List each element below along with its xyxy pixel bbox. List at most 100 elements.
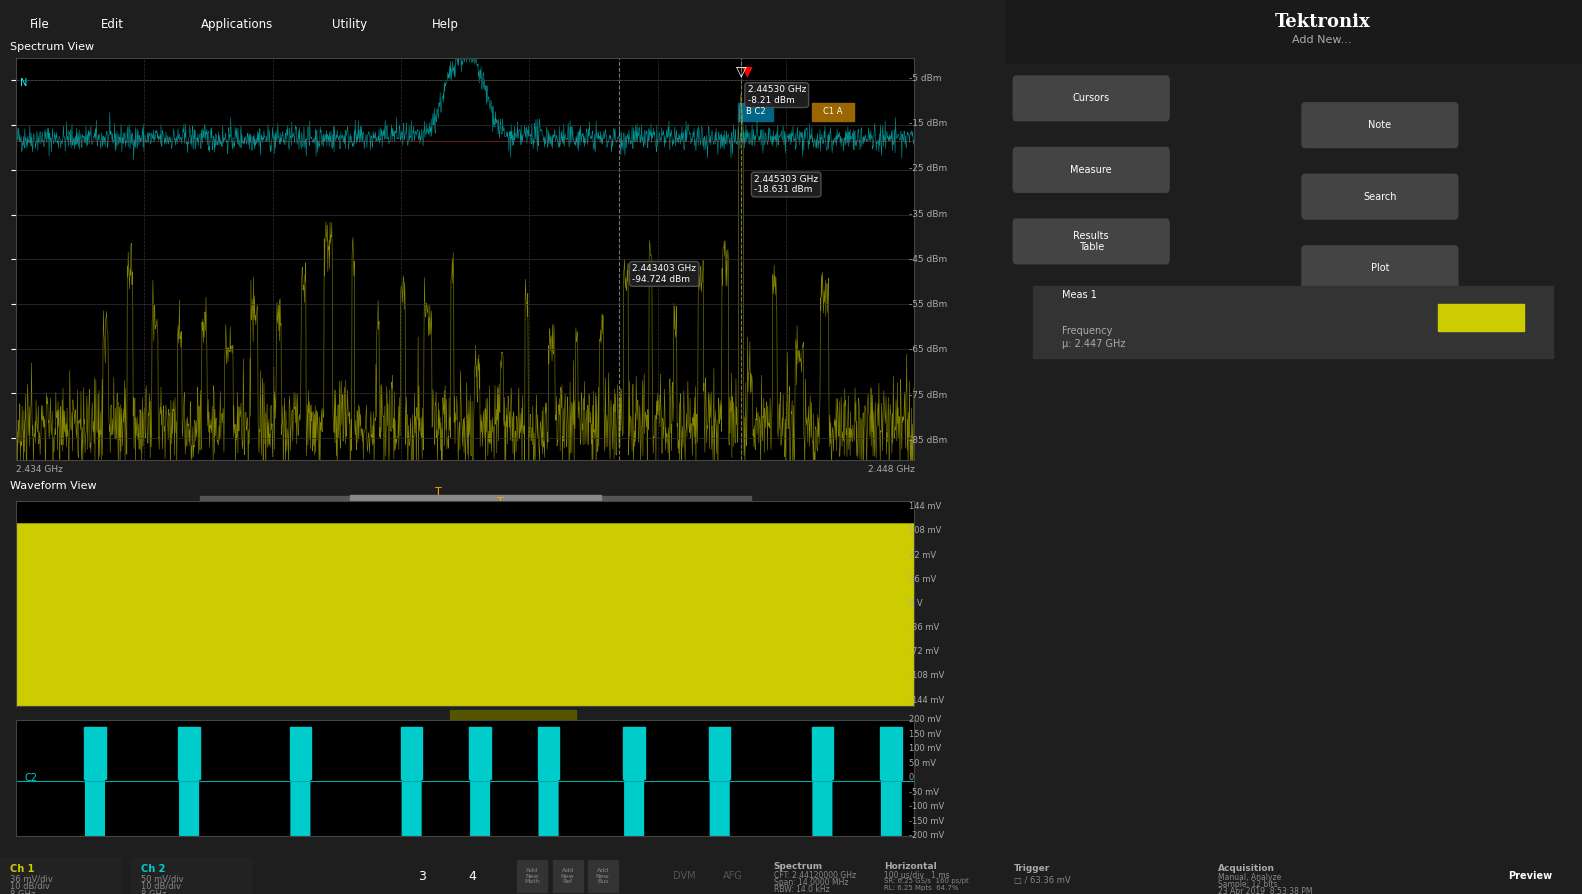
Text: 100 mV: 100 mV (910, 744, 941, 754)
Text: Spectrum View: Spectrum View (9, 42, 95, 52)
Text: 200 μs: 200 μs (785, 720, 816, 729)
Text: Plot: Plot (1370, 263, 1389, 274)
Bar (587, 860, 619, 892)
Text: ▼: ▼ (742, 64, 753, 79)
Text: RBW: 14.0 kHz: RBW: 14.0 kHz (774, 885, 829, 894)
Text: -108 mV: -108 mV (910, 671, 944, 680)
Text: ▽: ▽ (736, 64, 747, 79)
Text: 144 mV: 144 mV (910, 502, 941, 511)
Text: 3: 3 (418, 870, 426, 882)
Text: -100 μs: -100 μs (497, 720, 530, 729)
Text: 23 Apr 2019  8:53:38 PM: 23 Apr 2019 8:53:38 PM (1218, 887, 1313, 894)
Text: Ch 2: Ch 2 (141, 864, 165, 873)
Text: 108 mV: 108 mV (910, 527, 941, 536)
FancyBboxPatch shape (1012, 148, 1169, 192)
FancyBboxPatch shape (1302, 246, 1459, 291)
Text: 0: 0 (910, 773, 914, 782)
Text: -150 mV: -150 mV (910, 817, 944, 826)
Text: 100 μs/div   1 ms: 100 μs/div 1 ms (884, 871, 949, 880)
Text: -45 dBm: -45 dBm (910, 255, 948, 264)
Text: B C2: B C2 (745, 107, 766, 116)
Text: -144 mV: -144 mV (910, 696, 944, 704)
Text: Utility: Utility (332, 18, 367, 31)
Text: Sample: 12 bits: Sample: 12 bits (1218, 880, 1278, 889)
Text: Frequency: Frequency (1063, 325, 1112, 336)
Text: Add
New
Ref: Add New Ref (560, 868, 574, 884)
Text: C1 A: C1 A (823, 107, 842, 116)
FancyBboxPatch shape (1012, 76, 1169, 121)
Text: -15 dBm: -15 dBm (910, 119, 948, 128)
Text: 50 mV/div: 50 mV/div (141, 874, 184, 883)
Bar (201, 496, 751, 508)
Text: Help: Help (432, 18, 459, 31)
Text: Waveform View: Waveform View (9, 481, 97, 492)
Text: Acquisition: Acquisition (1218, 864, 1275, 873)
Text: Search: Search (1364, 191, 1397, 202)
Text: 36 mV/div: 36 mV/div (9, 874, 52, 883)
Bar (517, 860, 547, 892)
FancyBboxPatch shape (1012, 219, 1169, 264)
Text: Manual, Analyze: Manual, Analyze (1218, 873, 1281, 881)
Text: -75 dBm: -75 dBm (910, 391, 948, 400)
Text: 2.448 GHz: 2.448 GHz (867, 465, 914, 474)
Text: Applications: Applications (201, 18, 274, 31)
Text: C1: C1 (25, 598, 38, 609)
Text: Results
Table: Results Table (1073, 231, 1109, 252)
Text: -65 dBm: -65 dBm (910, 345, 948, 354)
Text: -25 dBm: -25 dBm (910, 164, 948, 173)
Bar (1033, 286, 1554, 358)
Text: AFG: AFG (723, 871, 744, 881)
Bar (0, 858, 120, 894)
Text: 2.44530 GHz
-8.21 dBm: 2.44530 GHz -8.21 dBm (748, 86, 805, 105)
Text: File: File (30, 18, 51, 31)
Text: -72 mV: -72 mV (910, 647, 940, 656)
Text: 0 s: 0 s (603, 720, 615, 729)
Text: Note: Note (1368, 120, 1392, 131)
Text: C2: C2 (25, 772, 38, 783)
Text: 10 dB/div: 10 dB/div (9, 881, 51, 890)
Bar (1438, 304, 1525, 331)
Text: 2.443403 GHz
-94.724 dBm: 2.443403 GHz -94.724 dBm (633, 265, 696, 283)
Text: -50 mV: -50 mV (910, 788, 938, 797)
Text: 300 μs: 300 μs (881, 720, 911, 729)
Bar (131, 858, 252, 894)
Bar (552, 860, 582, 892)
Text: 4: 4 (468, 870, 476, 882)
Text: CFT: 2.44120000 GHz: CFT: 2.44120000 GHz (774, 871, 856, 880)
Text: Ch 1: Ch 1 (9, 864, 35, 873)
Text: Measure: Measure (1071, 164, 1112, 175)
Text: T: T (435, 486, 441, 496)
Text: Add New...: Add New... (1292, 35, 1353, 46)
Text: 2.434 GHz: 2.434 GHz (16, 465, 63, 474)
Text: Cursors: Cursors (1073, 93, 1109, 104)
Text: N: N (21, 78, 28, 89)
Text: -600 μs: -600 μs (17, 720, 51, 729)
Text: -85 dBm: -85 dBm (910, 435, 948, 445)
Bar (351, 495, 601, 509)
Bar (451, 710, 576, 738)
Text: 36 mV: 36 mV (910, 575, 937, 584)
Text: Add
New
Bus: Add New Bus (596, 868, 609, 884)
Text: 150 mV: 150 mV (910, 730, 941, 738)
Text: Horizontal: Horizontal (884, 862, 937, 871)
Text: -36 mV: -36 mV (910, 623, 940, 632)
Text: SR: 6.25 GS/s  160 ps/pt: SR: 6.25 GS/s 160 ps/pt (884, 878, 968, 884)
Text: 50 mV: 50 mV (910, 759, 937, 768)
Text: 8 GHz: 8 GHz (141, 890, 166, 894)
FancyBboxPatch shape (1302, 174, 1459, 219)
Bar (739, 103, 774, 121)
Bar (1005, 0, 1582, 63)
Text: Spectrum: Spectrum (774, 862, 823, 871)
Text: 72 mV: 72 mV (910, 551, 937, 560)
Text: 100 μs: 100 μs (690, 720, 720, 729)
Text: -200 μs: -200 μs (400, 720, 433, 729)
Text: -5 dBm: -5 dBm (910, 73, 941, 83)
Text: Preview: Preview (1509, 871, 1552, 881)
Text: 10 dB/div: 10 dB/div (141, 881, 180, 890)
Text: 0 V: 0 V (910, 599, 922, 608)
Text: -35 dBm: -35 dBm (910, 209, 948, 218)
Text: μ: 2.447 GHz: μ: 2.447 GHz (1063, 339, 1126, 350)
FancyBboxPatch shape (1302, 103, 1459, 148)
Text: □ / 63.36 mV: □ / 63.36 mV (1014, 876, 1071, 885)
Text: -100 mV: -100 mV (910, 802, 944, 812)
